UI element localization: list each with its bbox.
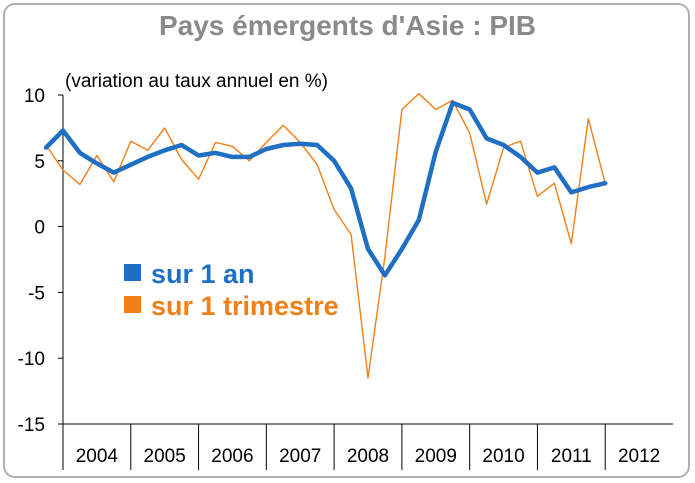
x-tick-label: 2009 bbox=[415, 446, 457, 467]
legend-label-1-trimestre: sur 1 trimestre bbox=[151, 291, 339, 321]
legend-swatch-1-trimestre bbox=[124, 296, 141, 313]
x-tick-label: 2006 bbox=[211, 446, 253, 467]
x-tick-label: 2010 bbox=[482, 446, 524, 467]
x-tick-label: 2008 bbox=[347, 446, 389, 467]
y-tick-label: 0 bbox=[34, 218, 45, 239]
chart-title: Pays émergents d'Asie : PIB bbox=[158, 10, 537, 41]
legend: sur 1 an sur 1 trimestre bbox=[124, 259, 339, 321]
x-tick-label: 2012 bbox=[618, 446, 660, 467]
x-tick-label: 2005 bbox=[144, 446, 186, 467]
chart-frame bbox=[3, 3, 690, 478]
axes bbox=[58, 94, 673, 470]
y-tick-label: -15 bbox=[18, 415, 45, 436]
legend-label-1-an: sur 1 an bbox=[151, 259, 255, 289]
x-tick-labels: 2004 2005 2006 2007 2008 2009 2010 2011 2012 bbox=[76, 446, 661, 467]
series-line-1-trimestre bbox=[45, 92, 606, 379]
y-tick-label: 5 bbox=[34, 152, 45, 173]
series-line-1-an bbox=[43, 100, 608, 278]
legend-swatch-1-an bbox=[124, 264, 141, 281]
y-tick-label: 10 bbox=[24, 86, 45, 107]
x-tick-label: 2004 bbox=[76, 446, 119, 467]
x-tick-label: 2011 bbox=[551, 446, 592, 467]
y-tick-label: -10 bbox=[18, 349, 45, 370]
y-tick-label: -5 bbox=[28, 283, 45, 304]
x-tick-label: 2007 bbox=[279, 446, 321, 467]
y-tick-labels: 10 5 0 -5 -10 -15 bbox=[18, 86, 45, 436]
series-lines bbox=[43, 92, 608, 379]
unit-label: (variation au taux annuel en %) bbox=[65, 71, 328, 92]
